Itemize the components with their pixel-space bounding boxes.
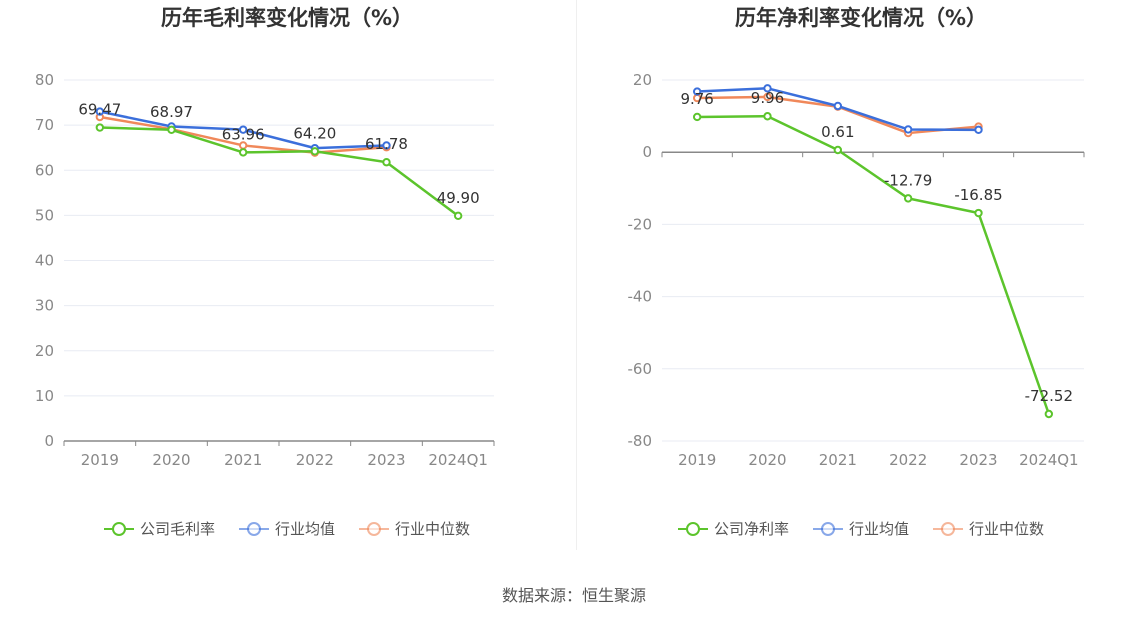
series-line bbox=[99, 126, 459, 217]
y-tick-label: -20 bbox=[628, 215, 653, 233]
data-label: 64.20 bbox=[293, 124, 336, 142]
x-tick-label: 2020 bbox=[748, 451, 786, 469]
y-tick-label: 60 bbox=[35, 161, 54, 179]
data-point bbox=[310, 147, 320, 156]
y-tick-label: -60 bbox=[628, 360, 653, 378]
chart-title: 历年毛利率变化情况（%） bbox=[160, 6, 414, 30]
data-point bbox=[382, 141, 391, 150]
y-tick-label: -40 bbox=[628, 288, 653, 306]
data-label: 68.97 bbox=[150, 103, 193, 121]
legend-item-company[interactable]: 公司毛利率 bbox=[103, 518, 215, 539]
legend-label: 公司净利率 bbox=[713, 520, 789, 538]
y-tick-label: 20 bbox=[633, 71, 652, 89]
x-tick-label: 2024Q1 bbox=[1019, 451, 1079, 469]
data-label: -16.85 bbox=[954, 186, 1002, 204]
data-point bbox=[692, 112, 702, 122]
y-tick-label: -80 bbox=[628, 432, 653, 450]
data-point bbox=[238, 148, 248, 157]
legend-line-icon bbox=[359, 521, 389, 536]
x-tick-label: 2023 bbox=[367, 451, 405, 469]
data-point bbox=[763, 92, 772, 102]
data-point bbox=[167, 125, 176, 134]
x-tick-label: 2022 bbox=[889, 451, 927, 469]
data-point bbox=[833, 145, 843, 155]
x-tick-label: 2019 bbox=[678, 451, 716, 469]
chart-legend: 公司净利率 行业均值 行业中位数 bbox=[574, 518, 1148, 539]
y-tick-label: 10 bbox=[35, 387, 54, 405]
legend-line-icon bbox=[812, 521, 843, 536]
legend-item-industry-median[interactable]: 行业中位数 bbox=[359, 518, 470, 539]
data-point bbox=[763, 112, 772, 121]
x-tick-label: 2022 bbox=[296, 451, 334, 469]
x-tick-label: 2024Q1 bbox=[428, 451, 488, 469]
data-source-note: 数据来源：恒生聚源 bbox=[501, 586, 646, 605]
data-point bbox=[833, 101, 843, 111]
legend-item-industry-median[interactable]: 行业中位数 bbox=[933, 518, 1044, 539]
y-tick-label: 70 bbox=[35, 116, 54, 134]
data-label: 9.76 bbox=[680, 90, 713, 108]
data-label: 49.90 bbox=[437, 189, 480, 207]
y-tick-label: 0 bbox=[642, 143, 652, 161]
data-label: 69.47 bbox=[78, 101, 121, 119]
panel-divider bbox=[576, 0, 577, 550]
legend-item-company[interactable]: 公司净利率 bbox=[677, 518, 789, 539]
gross-margin-chart-panel: 历年毛利率变化情况（%） 0 10 20 30 40 50 60 70 80 2019 2020 20… bbox=[0, 0, 574, 560]
data-label: 61.78 bbox=[365, 135, 408, 153]
data-point bbox=[238, 125, 248, 134]
data-point bbox=[95, 123, 105, 132]
y-tick-label: 30 bbox=[35, 297, 54, 315]
data-label: 0.61 bbox=[821, 123, 854, 141]
legend-line-icon bbox=[238, 521, 269, 536]
legend-label: 行业均值 bbox=[848, 520, 909, 538]
data-point bbox=[974, 125, 983, 135]
y-tick-label: 40 bbox=[35, 252, 54, 270]
chart-title: 历年净利率变化情况（%） bbox=[734, 6, 988, 30]
data-point bbox=[763, 84, 772, 93]
data-point bbox=[453, 211, 463, 221]
y-tick-label: 80 bbox=[35, 71, 54, 89]
x-tick-label: 2020 bbox=[152, 451, 190, 469]
legend-label: 行业中位数 bbox=[969, 520, 1045, 538]
x-tick-label: 2023 bbox=[959, 451, 997, 469]
legend-label: 行业均值 bbox=[274, 520, 335, 538]
x-tick-label: 2021 bbox=[224, 451, 262, 469]
data-point bbox=[974, 208, 983, 218]
data-point bbox=[903, 125, 913, 134]
data-point bbox=[1044, 409, 1054, 419]
x-tick-label: 2021 bbox=[819, 451, 857, 469]
y-tick-label: 20 bbox=[35, 342, 54, 360]
legend-line-icon bbox=[103, 521, 134, 536]
chart-legend: 公司毛利率 行业均值 行业中位数 bbox=[0, 518, 574, 539]
y-tick-label: 0 bbox=[44, 432, 54, 450]
data-label: 63.96 bbox=[222, 125, 265, 143]
series-line bbox=[697, 114, 1051, 415]
data-point bbox=[903, 194, 913, 203]
y-tick-label: 50 bbox=[35, 206, 54, 224]
data-label: 9.96 bbox=[751, 89, 784, 107]
data-label: -72.52 bbox=[1025, 387, 1073, 405]
legend-line-icon bbox=[933, 521, 963, 536]
legend-item-industry-mean[interactable]: 行业均值 bbox=[812, 518, 909, 539]
data-label: -12.79 bbox=[884, 171, 932, 189]
x-tick-label: 2019 bbox=[81, 451, 119, 469]
net-margin-chart: -80 -60 -40 -20 0 20 2019 2020 2021 2022 2023 2024Q… bbox=[628, 71, 1085, 469]
gross-margin-chart: 0 10 20 30 40 50 60 70 80 2019 2020 2021 2022 2023 202… bbox=[35, 71, 495, 469]
legend-label: 行业中位数 bbox=[395, 520, 471, 538]
net-margin-chart-panel: 历年净利率变化情况（%） -80 -60 -40 -20 0 20 2019 2020 2021… bbox=[574, 0, 1148, 560]
data-point bbox=[692, 87, 702, 96]
legend-label: 公司毛利率 bbox=[139, 520, 215, 538]
legend-line-icon bbox=[677, 521, 708, 536]
data-point bbox=[95, 107, 105, 116]
legend-item-industry-mean[interactable]: 行业均值 bbox=[238, 518, 335, 539]
data-point bbox=[382, 158, 391, 167]
